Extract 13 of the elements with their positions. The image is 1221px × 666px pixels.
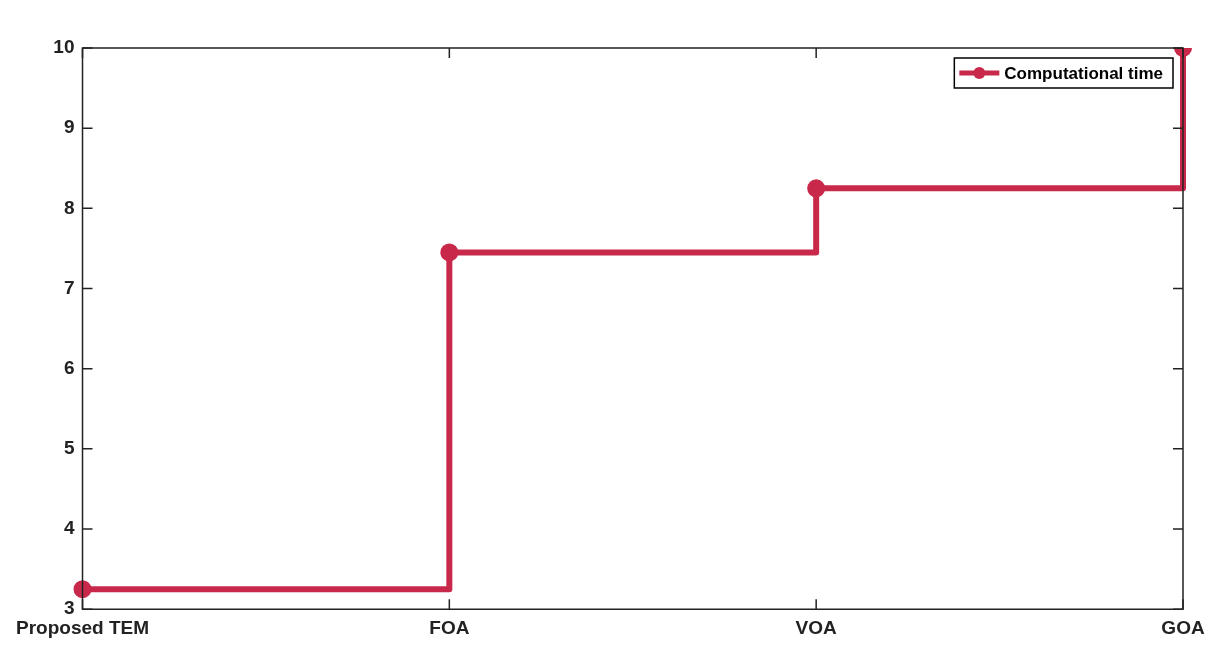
y-tick-label: 6 [63, 356, 75, 378]
y-tick-label: 8 [63, 196, 75, 218]
x-tick-label: FOA [429, 616, 470, 638]
y-tick-label: 10 [53, 36, 75, 58]
y-tick-label: 4 [63, 517, 75, 539]
x-tick-label: VOA [795, 616, 838, 638]
x-tick-label: Proposed TEM [16, 616, 150, 638]
y-tick-label: 3 [63, 597, 75, 619]
y-tick-label: 5 [63, 437, 75, 459]
y-tick-label: 7 [63, 276, 75, 298]
legend-label: Computational time [1004, 63, 1163, 83]
y-tick-label: 9 [63, 116, 75, 138]
x-tick-label: GOA [1161, 616, 1205, 638]
